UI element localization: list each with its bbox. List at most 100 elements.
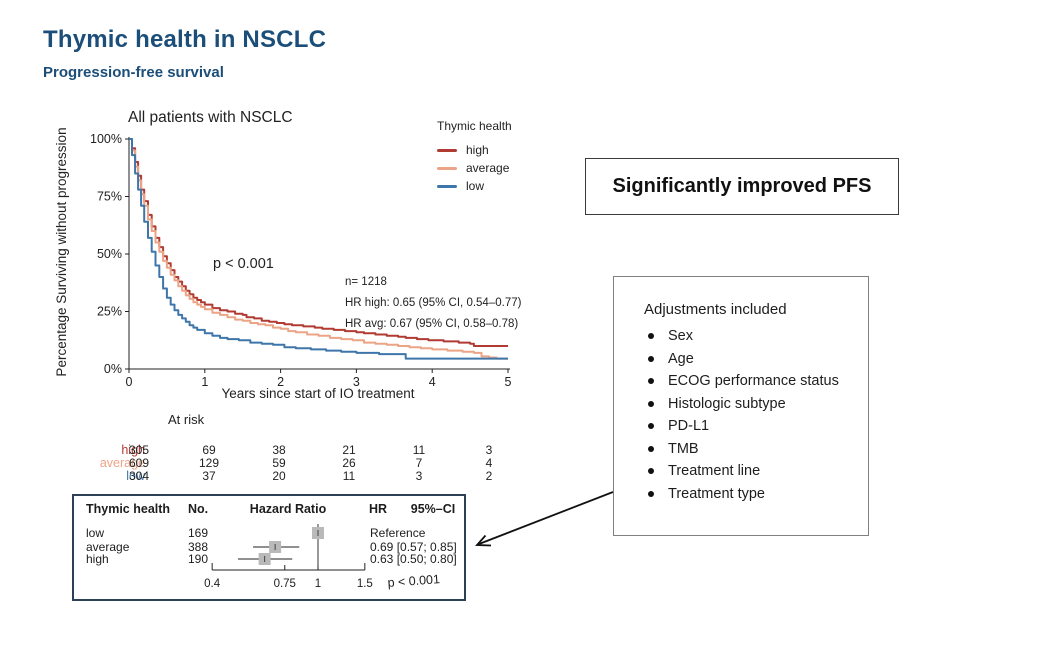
km-y-tick-label: 75% — [97, 190, 122, 204]
forest-row-n: 388 — [188, 540, 208, 554]
forest-row-ci-text: 0.69 [0.57; 0.85] — [370, 540, 457, 554]
bullet-icon — [648, 333, 654, 340]
at-risk-row-low: low 304 37 20 11 3 2 — [75, 469, 545, 483]
km-x-axis-label: Years since start of IO treatment — [221, 386, 414, 401]
at-risk-count: 4 — [485, 456, 493, 470]
bullet-icon — [648, 378, 654, 385]
km-legend-title: Thymic health — [437, 119, 512, 133]
adjustment-item-label: Histologic subtype — [668, 395, 786, 412]
at-risk-label-average: average — [99, 456, 145, 470]
at-risk-label-high: high — [121, 443, 145, 457]
bullet-icon — [648, 445, 654, 452]
at-risk-count: 26 — [342, 456, 356, 470]
average-line-swatch — [437, 166, 457, 170]
adjustment-item-label: Treatment type — [668, 485, 765, 502]
at-risk-row-average: average 609 129 59 26 7 4 — [75, 456, 545, 470]
km-x-tick-label: 4 — [429, 375, 436, 389]
arrow-head — [475, 534, 492, 547]
adjustment-item-label: Treatment line — [668, 463, 761, 480]
forest-axis-tick-label: 0.75 — [274, 578, 296, 590]
legend-label-average: average — [466, 161, 510, 175]
km-x-tick-label: 1 — [201, 375, 208, 389]
km-x-tick-label: 2 — [277, 375, 284, 389]
km-y-tick-label: 25% — [97, 305, 122, 319]
forest-axis-tick-label: 0.4 — [204, 578, 221, 590]
arrow-annotation — [475, 491, 614, 547]
km-hr-avg-annotation: HR avg: 0.67 (95% CI, 0.58–0.78) — [345, 318, 518, 330]
forest-axis-tick-label: 1 — [315, 578, 321, 590]
low-line-swatch — [437, 184, 457, 188]
page-title: Thymic health in NSCLC — [43, 26, 327, 53]
forest-axis-tick-label: 1.5 — [357, 578, 373, 590]
at-risk-count: 20 — [272, 469, 286, 483]
legend-item-average: average — [437, 159, 557, 177]
page-subtitle: Progression-free survival — [43, 64, 224, 81]
adjustment-item: Treatment line — [644, 460, 868, 483]
km-x-tick-label: 5 — [505, 375, 512, 389]
adjustment-item-label: Age — [668, 350, 694, 367]
forest-pvalue: p < 0.001 — [387, 572, 440, 590]
at-risk-count: 21 — [342, 443, 356, 457]
at-risk-title: At risk — [168, 412, 205, 427]
km-curve-low — [129, 138, 508, 360]
at-risk-label-low: low — [126, 469, 145, 483]
adjustment-item-label: PD-L1 — [668, 418, 710, 435]
at-risk-row-high: high 305 69 38 21 11 3 — [75, 443, 545, 457]
bullet-icon — [648, 355, 654, 362]
at-risk-count: 3 — [485, 443, 493, 457]
at-risk-count: 609 — [128, 456, 150, 470]
at-risk-count: 129 — [198, 456, 220, 470]
legend-item-high: high — [437, 141, 557, 159]
km-n-annotation: n= 1218 — [345, 276, 387, 288]
bullet-icon — [648, 468, 654, 475]
at-risk-count: 11 — [342, 469, 356, 483]
adjustment-item: Sex — [644, 325, 868, 348]
forest-col-thymic-health: Thymic health — [86, 502, 170, 516]
km-plot-svg: All patients with NSCLC Percentage Survi… — [54, 109, 522, 401]
km-curve-high — [129, 138, 508, 347]
adjustments-list: Sex Age ECOG performance status Histologic … — [644, 325, 868, 505]
legend-item-low: low — [437, 177, 557, 195]
at-risk-table: At risk high 305 69 38 21 11 3 average 609 129… — [75, 412, 545, 484]
forest-row-n: 169 — [188, 526, 208, 540]
forest-plot-box: Thymic health No. Hazard Ratio HR 95%–CI… — [72, 494, 466, 601]
km-hr-high-annotation: HR high: 0.65 (95% CI, 0.54–0.77) — [345, 297, 522, 309]
at-risk-count: 3 — [415, 469, 423, 483]
km-x-tick-label: 0 — [126, 375, 133, 389]
forest-row-label: high — [86, 552, 109, 566]
forest-row-label: average — [86, 540, 130, 554]
forest-col-hazard-ratio: Hazard Ratio — [250, 502, 327, 516]
legend-label-high: high — [466, 143, 489, 157]
pfs-callout-box: Significantly improved PFS — [585, 158, 899, 215]
at-risk-count: 38 — [272, 443, 286, 457]
km-y-tick-label: 0% — [104, 362, 122, 376]
adjustments-box: Adjustments included Sex Age ECOG performa… — [613, 276, 869, 536]
adjustment-item: Histologic subtype — [644, 393, 868, 416]
km-plot-title: All patients with NSCLC — [128, 109, 293, 126]
adjustment-item: ECOG performance status — [644, 370, 868, 393]
high-line-swatch — [437, 148, 457, 152]
km-pvalue-annotation: p < 0.001 — [213, 256, 274, 272]
forest-row-ci-text: 0.63 [0.50; 0.80] — [370, 552, 457, 566]
legend-label-low: low — [466, 179, 485, 193]
at-risk-count: 69 — [202, 443, 216, 457]
at-risk-count: 7 — [415, 456, 423, 470]
forest-row-ci-text: Reference — [370, 526, 426, 540]
km-y-axis-label: Percentage Surviving without progression — [54, 127, 69, 376]
at-risk-count: 11 — [412, 443, 426, 457]
forest-row-label: low — [86, 526, 104, 540]
at-risk-count: 305 — [128, 443, 150, 457]
pfs-callout-text: Significantly improved PFS — [612, 175, 872, 197]
adjustments-title: Adjustments included — [644, 301, 787, 318]
at-risk-count: 2 — [485, 469, 493, 483]
adjustment-item-label: ECOG performance status — [668, 373, 839, 390]
at-risk-count: 304 — [128, 469, 150, 483]
adjustment-item: Treatment type — [644, 483, 868, 506]
forest-col-ci: 95%–CI — [411, 502, 455, 516]
km-chart: All patients with NSCLC Percentage Survi… — [50, 100, 530, 412]
adjustment-item-label: TMB — [668, 440, 699, 457]
adjustment-item: PD-L1 — [644, 415, 868, 438]
km-y-tick-label: 100% — [90, 132, 122, 146]
km-curve-average — [129, 138, 508, 360]
